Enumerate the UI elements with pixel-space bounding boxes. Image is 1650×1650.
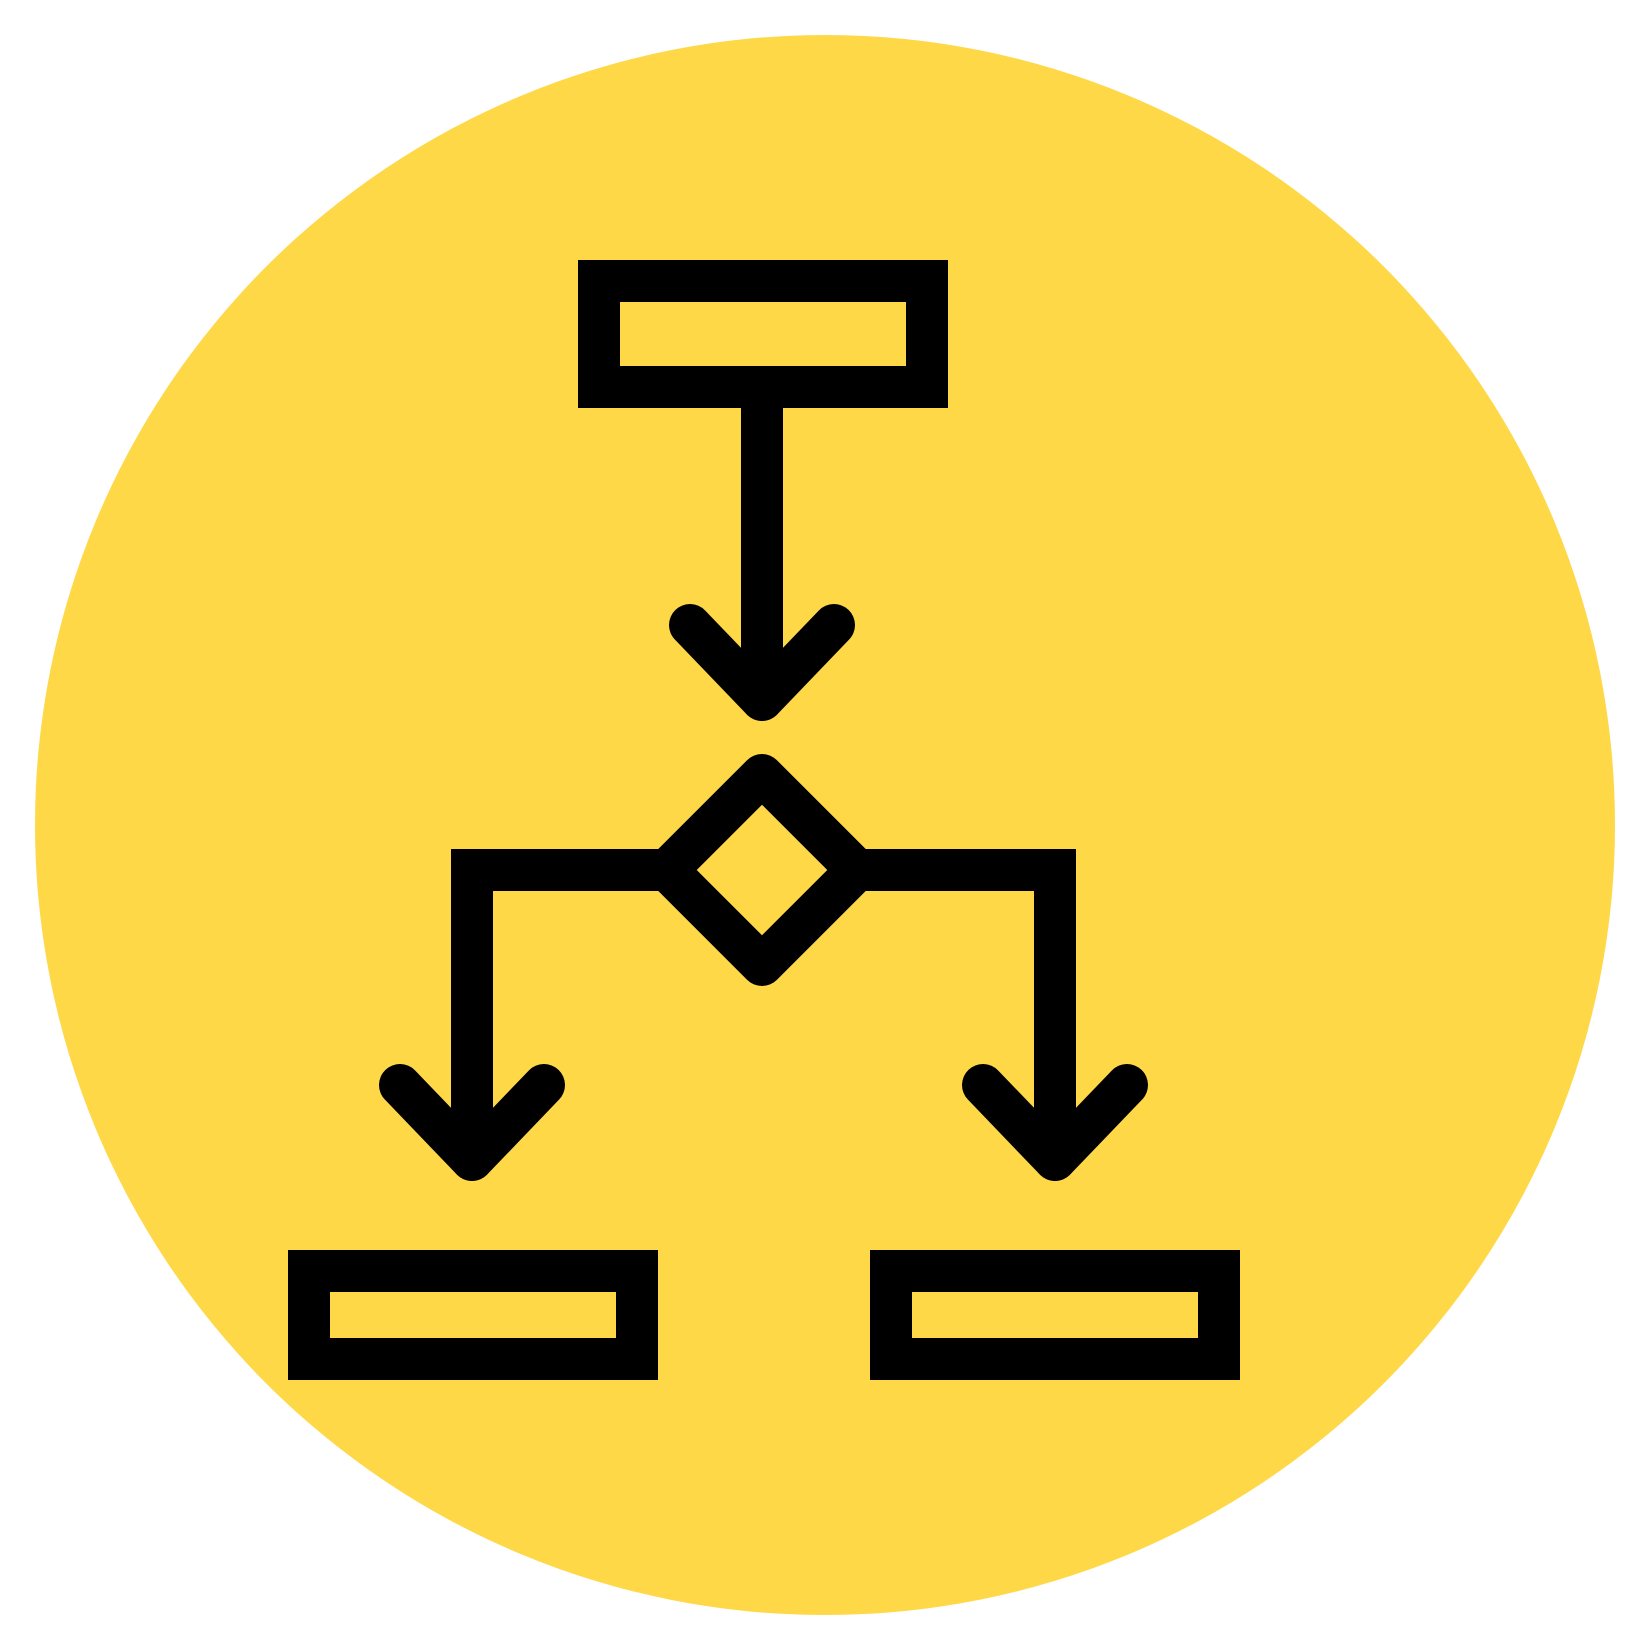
flowchart-svg xyxy=(0,0,1650,1650)
flowchart-icon xyxy=(0,0,1650,1650)
